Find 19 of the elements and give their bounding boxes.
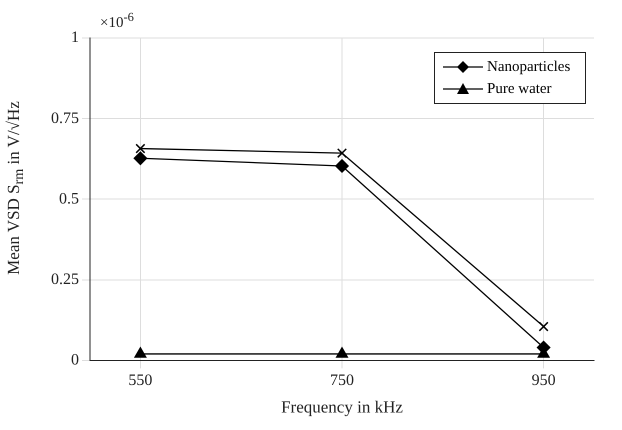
point: [134, 347, 146, 358]
legend-label: Nanoparticles: [487, 58, 572, 76]
point: [538, 322, 549, 332]
y-tick-label: 0.75: [51, 110, 79, 127]
x-tick-label: 950: [532, 372, 556, 390]
y-tick-label: 0: [71, 352, 79, 369]
legend-label: Pure water: [487, 80, 553, 98]
point: [336, 347, 348, 358]
y-tick-label: 1: [71, 29, 79, 46]
y-tick-label: 0.25: [51, 271, 79, 288]
point: [134, 152, 148, 166]
text: ×10$^{-6}$: [100, 10, 134, 32]
point: [337, 148, 347, 158]
point: [335, 159, 349, 173]
x-axis-title: Frequency in kHz: [281, 397, 404, 416]
point: [135, 144, 146, 154]
x-tick-label: 550: [128, 372, 152, 390]
x-tick-label: 750: [330, 372, 354, 390]
y-tick-label: 0.5: [59, 190, 79, 208]
